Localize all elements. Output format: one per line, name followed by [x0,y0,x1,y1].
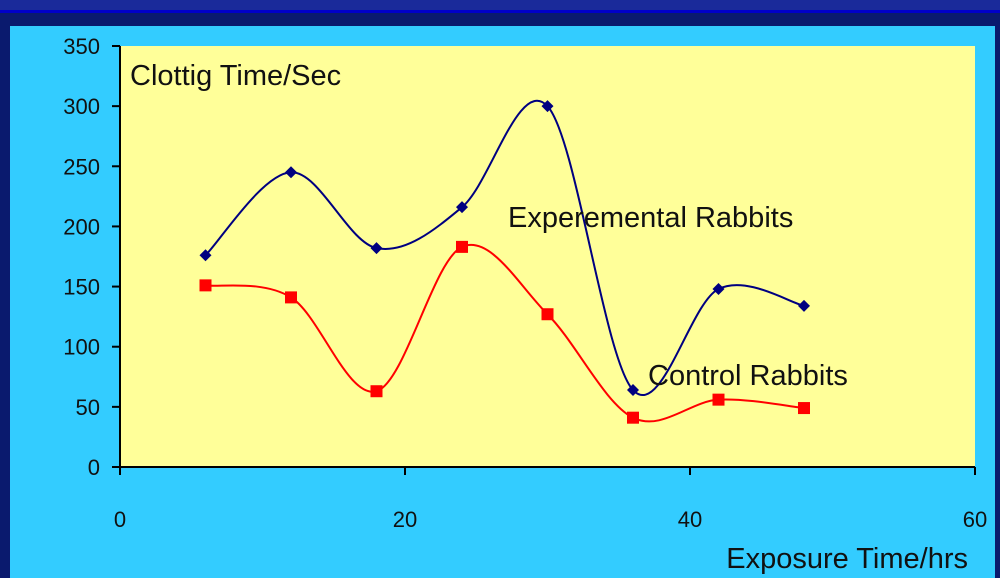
series-1-point [370,385,383,398]
y-axis-label: Clottig Time/Sec [130,60,341,92]
plot-background [120,46,975,467]
y-tick-label: 100 [63,335,100,360]
series-line-0 [204,99,805,396]
y-tick-label: 300 [63,94,100,119]
y-tick-label: 250 [63,154,100,179]
x-tick-label: 40 [678,507,702,532]
series-1-point [199,279,212,292]
series-1-point [285,291,297,304]
axes: 0 50 100 150 200 250 300 350 0 20 40 60 [63,34,987,532]
series-label-experimental: Experemental Rabbits [508,202,793,234]
series-0-point [370,242,383,255]
x-tick-label: 60 [963,507,987,532]
y-tick-label: 0 [88,455,100,480]
series-1-point [541,308,554,321]
x-tick-label: 20 [393,507,417,532]
series-1-point [798,402,810,415]
series-1-point [712,393,725,406]
series-0-point [285,166,297,179]
series-0-point [627,384,639,397]
x-axis-label: Exposure Time/hrs [726,543,968,575]
series-0-point [199,249,212,262]
series-1-point [456,240,468,253]
series-line-1 [205,243,805,423]
y-tick-label: 350 [63,34,100,59]
series-label-control: Control Rabbits [648,360,848,392]
y-tick-label: 150 [63,275,100,300]
series-0-point [456,201,468,214]
x-tick-label: 0 [114,507,126,532]
series-1-point [627,411,639,424]
series-0-point [541,100,554,113]
series-0-point [712,282,725,295]
y-tick-label: 200 [63,214,100,239]
y-tick-label: 50 [76,395,100,420]
series-layer [199,99,810,424]
top-bar [0,0,1000,13]
series-0-point [798,299,810,312]
